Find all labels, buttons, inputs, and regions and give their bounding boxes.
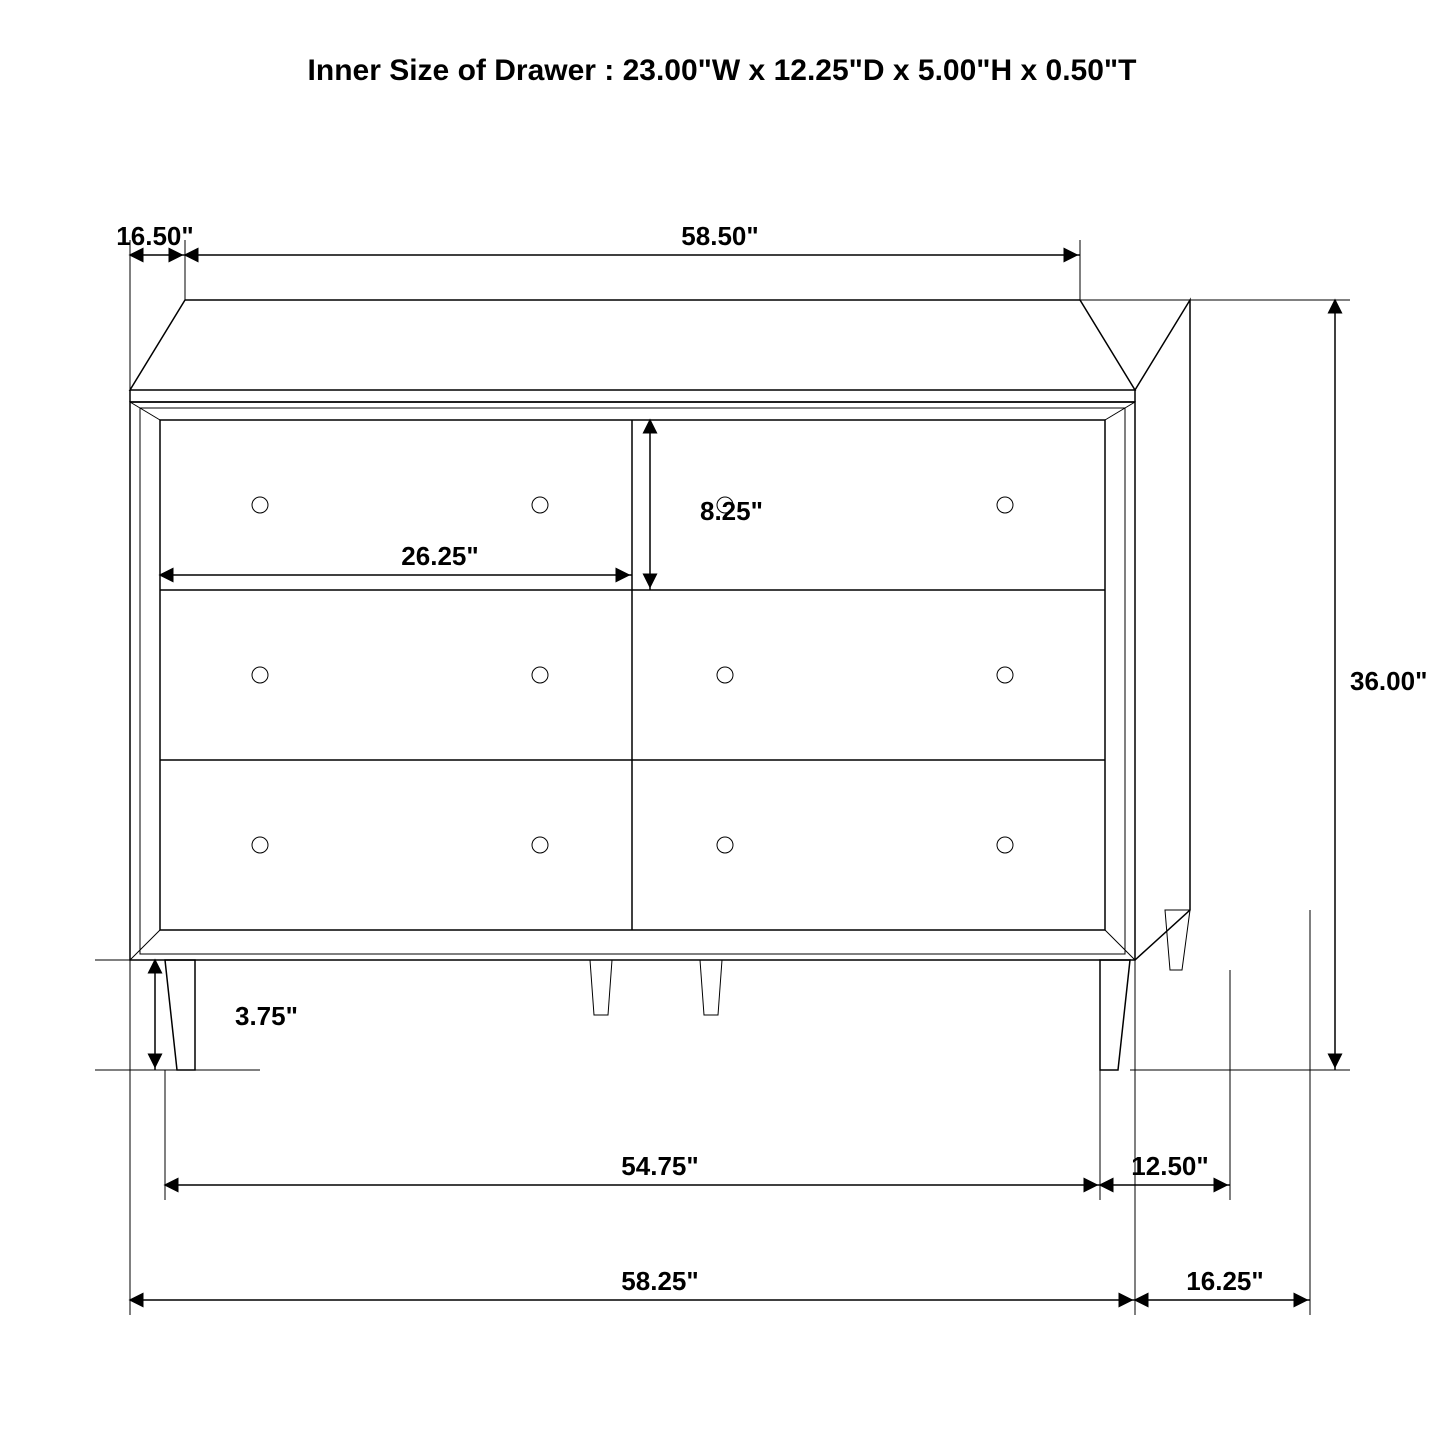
dim-drawer-width: 26.25": [401, 541, 478, 571]
diagram-title: Inner Size of Drawer : 23.00"W x 12.25"D…: [308, 54, 1137, 87]
dim-drawer-height: 8.25": [700, 496, 763, 526]
dim-inner-width: 54.75": [621, 1151, 698, 1181]
dim-height: 36.00": [1350, 666, 1427, 696]
dim-depth-top: 16.50": [116, 221, 193, 251]
dim-width-top: 58.50": [681, 221, 758, 251]
dim-inner-depth: 12.50": [1131, 1151, 1208, 1181]
dim-outer-width: 58.25": [621, 1266, 698, 1296]
dim-leg-height: 3.75": [235, 1001, 298, 1031]
dim-outer-depth: 16.25": [1186, 1266, 1263, 1296]
dresser-dimension-diagram: Inner Size of Drawer : 23.00"W x 12.25"D…: [0, 0, 1445, 1445]
